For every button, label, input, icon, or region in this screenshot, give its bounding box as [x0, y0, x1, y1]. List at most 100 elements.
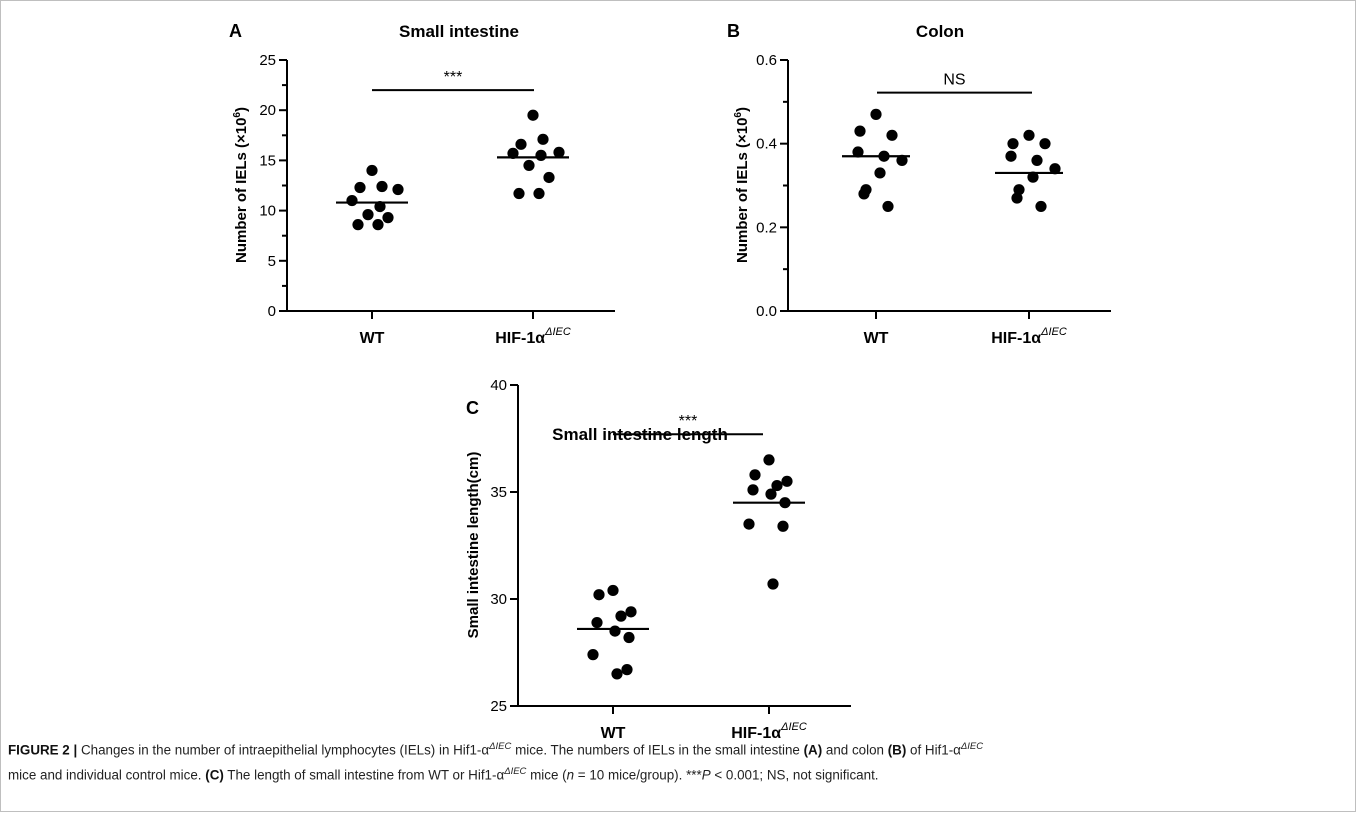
- panel-c-y-label: Small intestine length(cm): [465, 452, 482, 639]
- panel-a-y-label: Number of IELs (×106): [232, 107, 250, 263]
- panel-a-y-tick-label: 5: [268, 253, 276, 270]
- panel-c-significance-label: ***: [679, 413, 698, 430]
- panel-b-data-point: [1005, 150, 1017, 162]
- panel-b-data-point: [1031, 154, 1043, 166]
- panel-a-data-point: [533, 187, 545, 200]
- panel-a-data-point: [376, 180, 388, 193]
- panel-a-y-tick-label: 0: [268, 303, 276, 320]
- caption-ref-a: (A): [803, 742, 823, 758]
- panel-a-title: Small intestine: [399, 22, 519, 41]
- panel-c-data-point: [609, 625, 621, 637]
- panel-b-letter: B: [727, 21, 740, 41]
- panel-b-data-point: [882, 200, 894, 213]
- panel-c-category-label: WT: [601, 725, 626, 742]
- panel-c-y-tick-label: 35: [490, 484, 507, 501]
- caption-text-4: of Hif1-α: [906, 742, 961, 758]
- panel-b-data-point: [886, 129, 898, 141]
- panel-a-data-point: [382, 212, 394, 224]
- panel-a-y-tick-label: 25: [259, 52, 276, 69]
- figure-caption: FIGURE 2 | Changes in the number of intr…: [8, 736, 1348, 785]
- panel-c-data-point: [749, 469, 761, 481]
- panel-c-data-point: [623, 631, 635, 644]
- panel-c-data-point: [781, 475, 793, 487]
- caption-sup-1: ΔIEC: [489, 741, 512, 753]
- panel-a-data-point: [374, 200, 386, 213]
- caption-text-6: The length of small intestine from WT or…: [223, 767, 505, 783]
- panel-c-y-tick-label: 30: [490, 591, 507, 608]
- caption-n-symbol: n: [566, 767, 575, 783]
- panel-b-data-point: [1035, 200, 1047, 213]
- panel-a-data-point: [346, 194, 358, 207]
- panel-b-data-point: [858, 188, 870, 200]
- panel-a-data-point: [352, 219, 364, 231]
- panel-a-category-label: HIF-1αΔIEC: [495, 326, 571, 347]
- panel-b-data-point: [1023, 129, 1035, 141]
- panel-b-data-point: [1007, 138, 1019, 150]
- panel-a-chart: A Small intestine 0 5 10 15 20 25 Number of IELs…: [229, 21, 1111, 742]
- panel-c-category-label: HIF-1αΔIEC: [731, 721, 807, 742]
- panel-c-data-point: [615, 610, 627, 622]
- caption-figure-label: FIGURE 2 |: [8, 742, 78, 758]
- panel-c-data-point: [771, 479, 783, 492]
- panel-b-data-point: [1013, 184, 1025, 196]
- panel-a-data-point: [527, 109, 539, 121]
- panel-c-y-tick-label: 40: [490, 377, 507, 394]
- panel-a-data-point: [535, 149, 547, 161]
- panel-b-data-point: [1027, 171, 1039, 183]
- caption-text-5: mice and individual control mice.: [8, 767, 206, 783]
- caption-text-2: mice. The numbers of IELs in the small i…: [511, 742, 804, 758]
- panel-a-data-point: [543, 171, 555, 184]
- caption-text-3: and colon: [822, 742, 888, 758]
- panel-b-significance-label: NS: [943, 72, 965, 89]
- panel-c-data-point: [593, 589, 605, 601]
- panel-a-data-point: [354, 181, 366, 194]
- panel-b-data-point: [854, 125, 866, 137]
- panel-b-y-tick-label: 0.6: [756, 52, 777, 69]
- panel-c-data-point: [743, 518, 755, 530]
- panel-b-category-label: HIF-1αΔIEC: [991, 326, 1067, 347]
- panel-b-data-point: [870, 108, 882, 120]
- panel-c-letter: C: [466, 398, 479, 418]
- panel-c-data-point: [611, 668, 623, 680]
- caption-text-9: < 0.001; NS, not significant.: [710, 767, 879, 783]
- panel-b-y-tick-label: 0.0: [756, 303, 777, 320]
- caption-text-7: mice (: [526, 767, 567, 783]
- caption-ref-b: (B): [887, 742, 907, 758]
- panel-c-data-point: [625, 606, 637, 618]
- panel-a-data-point: [553, 146, 565, 158]
- panel-c-data-point: [765, 488, 777, 500]
- panel-c-data-point: [607, 584, 619, 597]
- panel-a-data-point: [513, 187, 525, 200]
- panel-a-y-tick-label: 20: [259, 102, 276, 119]
- caption-text-8: = 10 mice/group). ***: [574, 767, 702, 783]
- panel-a-letter: A: [229, 21, 242, 41]
- panel-b-data-point: [1011, 192, 1023, 204]
- panel-b-title: Colon: [916, 22, 964, 41]
- panel-b-y-tick-label: 0.2: [756, 219, 777, 236]
- panel-a-data-point: [366, 164, 378, 177]
- panel-a-data-point: [537, 133, 549, 145]
- panel-c-data-point: [767, 578, 779, 590]
- panel-b-data-point: [874, 167, 886, 179]
- panel-c-data-point: [621, 664, 633, 676]
- panel-b-data-point: [852, 146, 864, 158]
- panel-b-data-point: [896, 154, 908, 166]
- panel-a-y-tick-label: 15: [259, 152, 276, 169]
- panel-a-data-point: [523, 159, 535, 172]
- panel-a-category-label: WT: [360, 330, 385, 347]
- panel-c-data-point: [763, 454, 775, 466]
- panel-a-data-point: [515, 138, 527, 150]
- panel-c-data-point: [587, 649, 599, 661]
- panel-b-category-label: WT: [864, 330, 889, 347]
- panel-a-significance-label: ***: [444, 69, 463, 86]
- caption-ref-c: (C): [205, 767, 224, 783]
- panel-c-data-point: [777, 520, 789, 532]
- caption-sup-2: ΔIEC: [960, 741, 984, 753]
- panel-a-y-tick-label: 10: [259, 203, 276, 220]
- panel-b-data-point: [1039, 138, 1051, 150]
- panel-c-y-tick-label: 25: [490, 698, 507, 715]
- panel-a-data-point: [392, 183, 404, 196]
- panel-b-data-point: [1049, 163, 1061, 175]
- panel-a-data-point: [362, 209, 374, 221]
- panel-b-y-label: Number of IELs (×106): [733, 107, 751, 263]
